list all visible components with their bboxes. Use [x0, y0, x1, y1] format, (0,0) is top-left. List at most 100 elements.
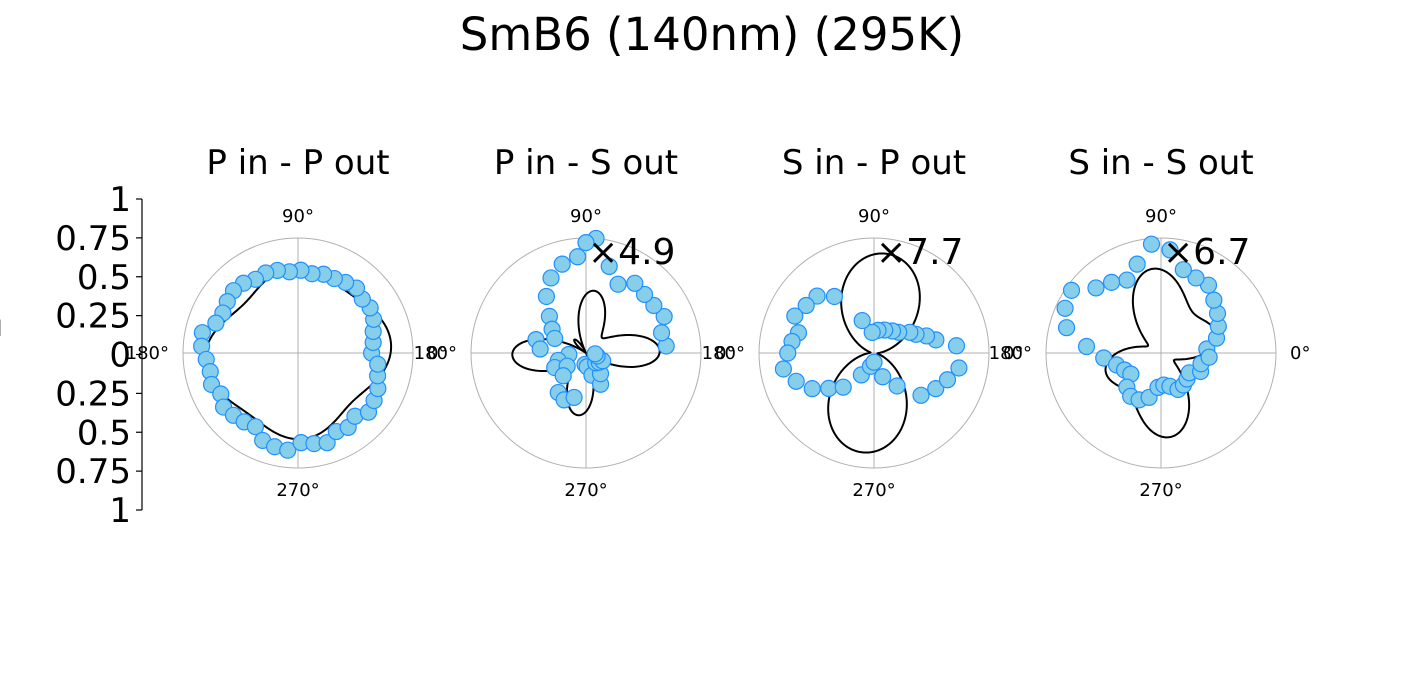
y-tick-label: 1: [109, 491, 131, 531]
figure-title: SmB6 (140nm) (295K): [460, 8, 964, 61]
data-point: [645, 296, 663, 315]
data-point: [786, 307, 804, 325]
y-tick-label: 0.75: [55, 452, 131, 492]
angle-tick-label: 180°: [989, 343, 1032, 364]
data-point: [577, 234, 595, 252]
data-point: [779, 344, 797, 362]
data-point: [1118, 271, 1136, 289]
data-point: [825, 287, 844, 306]
panel-title: S in - P out: [782, 143, 966, 183]
data-point: [626, 274, 644, 292]
panel-title: P in - S out: [494, 143, 678, 183]
angle-tick-label: 0°: [1003, 343, 1023, 364]
data-point: [950, 359, 968, 377]
multiplier-label: ×4.9: [588, 232, 675, 273]
angle-tick-label: 90°: [1145, 206, 1177, 227]
polar-panel-1: P in - P out 0° 90° 180° 270°: [126, 143, 448, 501]
fit-curve: [511, 289, 661, 417]
angle-tick-label: 180°: [702, 343, 745, 364]
data-point: [808, 287, 826, 305]
data-point: [369, 355, 387, 373]
data-point: [609, 275, 627, 293]
data-point: [774, 360, 793, 378]
data-point: [803, 380, 821, 398]
data-point: [820, 379, 838, 397]
data-point: [912, 386, 930, 404]
data-point: [1205, 291, 1223, 309]
data-point: [834, 378, 852, 396]
data-point: [600, 257, 618, 275]
data-point: [1200, 348, 1218, 366]
data-point: [542, 269, 560, 287]
data-point: [531, 340, 549, 358]
data-point: [207, 314, 225, 332]
angle-tick-label: 90°: [282, 206, 314, 227]
multiplier-label: ×7.7: [876, 232, 963, 273]
angle-tick-label: 0°: [1290, 343, 1310, 364]
data-point: [546, 329, 564, 348]
y-tick-label: 0.5: [77, 413, 131, 453]
angle-tick-label: 180°: [414, 343, 457, 364]
data-point: [1077, 337, 1096, 356]
data-point: [565, 388, 583, 407]
data-point: [1128, 255, 1146, 273]
data-point: [938, 371, 957, 389]
data-point: [652, 324, 671, 342]
data-point: [537, 287, 556, 306]
y-axis-label-fragment: I: [0, 317, 3, 342]
data-point: [863, 323, 881, 341]
data-point: [888, 377, 906, 395]
data-point: [1174, 261, 1192, 279]
data-point: [1057, 319, 1076, 337]
data-point: [246, 418, 265, 436]
y-tick-label: 0: [109, 336, 131, 376]
data-point: [568, 248, 587, 266]
angle-tick-label: 270°: [276, 480, 319, 501]
polar-panel-2: P in - S out 0° 90° 180° 270° ×4.9: [414, 143, 736, 501]
multiplier-label: ×6.7: [1163, 232, 1250, 273]
data-point: [655, 307, 673, 326]
data-point: [797, 296, 815, 315]
data-point: [635, 285, 654, 304]
data-point: [553, 255, 571, 273]
y-tick-label: 0.75: [55, 219, 131, 259]
polar-panels: P in - P out 0° 90° 180° 270° P in - S out 0° 9…: [126, 143, 1311, 501]
data-point: [554, 367, 572, 385]
angle-tick-label: 180°: [126, 343, 169, 364]
y-tick-label: 1: [109, 180, 131, 220]
data-point: [1087, 279, 1105, 297]
data-point: [279, 441, 297, 459]
angle-tick-label: 90°: [858, 206, 890, 227]
polar-panel-3: S in - P out 0° 90° 180° 270° ×7.7: [702, 143, 1024, 501]
data-point: [1102, 273, 1121, 291]
angle-tick-label: 270°: [1139, 480, 1182, 501]
angle-tick-label: 0°: [715, 343, 735, 364]
angle-tick-label: 0°: [427, 343, 447, 364]
y-tick-label: 0.25: [55, 374, 131, 414]
fit-curve: [827, 252, 921, 454]
data-point: [1056, 299, 1074, 317]
data-point: [787, 372, 805, 390]
data-point: [874, 368, 892, 386]
angle-tick-label: 270°: [564, 480, 607, 501]
data-point: [318, 434, 336, 452]
panel-title: P in - P out: [206, 143, 389, 183]
angle-tick-label: 270°: [852, 480, 895, 501]
data-point: [927, 380, 945, 398]
fit-curve: [1104, 267, 1218, 439]
data-point: [947, 337, 966, 355]
panel-title: S in - S out: [1068, 143, 1253, 183]
y-tick-label: 0.25: [55, 297, 131, 337]
angle-tick-label: 90°: [570, 206, 602, 227]
y-tick-label: 0.5: [77, 258, 131, 298]
data-point: [853, 311, 871, 330]
data-point: [1161, 241, 1179, 259]
data-point: [1062, 281, 1081, 299]
data-point: [865, 353, 883, 371]
data-point: [1187, 269, 1205, 287]
data-point: [586, 345, 604, 363]
